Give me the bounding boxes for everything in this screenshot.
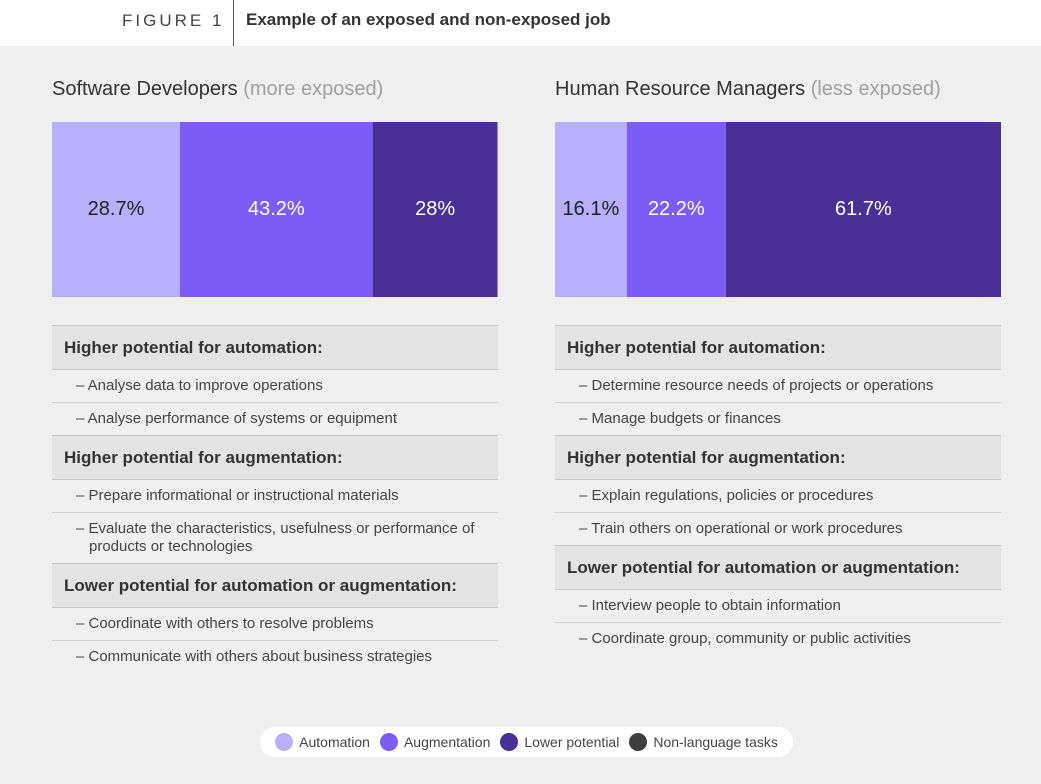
section: Higher potential for augmentation: – Expl… <box>555 435 1001 545</box>
section-heading: Higher potential for automation: <box>555 325 1001 370</box>
legend: Automation Augmentation Lower potential Non… <box>260 727 793 757</box>
section: Higher potential for augmentation: – Prep… <box>52 435 498 563</box>
bar-segment <box>555 122 627 297</box>
section-item: – Evaluate the characteristics, usefulne… <box>76 520 475 555</box>
panel: Human Resource Managers (less exposed) 16… <box>555 78 1001 647</box>
section: Lower potential for automation or augmen… <box>52 563 498 673</box>
legend-item: Automation <box>275 733 370 751</box>
section-item: – Prepare informational or instructional… <box>52 480 498 513</box>
section: Lower potential for automation or augmen… <box>555 545 1001 655</box>
section-heading: Higher potential for augmentation: <box>555 435 1001 480</box>
section: Higher potential for automation: – Analys… <box>52 325 498 435</box>
section-heading: Higher potential for augmentation: <box>52 435 498 480</box>
bar-segment <box>626 122 726 297</box>
separator <box>233 0 234 46</box>
legend-item: Lower potential <box>500 733 619 751</box>
section-item: – Analyse data to improve operations <box>52 370 498 403</box>
legend-swatch <box>275 733 294 751</box>
legend-label: Non-language tasks <box>653 734 778 750</box>
section-item: – Determine resource needs of projects o… <box>555 370 1001 403</box>
sections: Higher potential for automation: – Determ… <box>555 325 1001 655</box>
value-label: 61.7% <box>835 198 892 220</box>
legend-swatch <box>629 733 648 751</box>
header: FIGURE 1 Example of an exposed and non-e… <box>0 0 1041 46</box>
value-label: 16.1% <box>563 198 620 220</box>
figure-label: FIGURE 1 <box>122 11 225 30</box>
value-label: 22.2% <box>648 198 705 220</box>
bar-chart: 16.1% 22.2% 61.7% <box>555 122 1001 297</box>
panel: Software Developers (more exposed) 28.7% 4… <box>52 78 498 665</box>
chart-subtitle: (less exposed) <box>810 78 941 100</box>
chart-title: Software Developers <box>52 78 238 100</box>
value-label: 28.7% <box>88 198 145 220</box>
section-item: – Coordinate with others to resolve prob… <box>52 608 498 641</box>
legend-item: Non-language tasks <box>629 733 778 751</box>
value-label: 43.2% <box>248 198 305 220</box>
section-item: – Analyse performance of systems or equi… <box>76 410 397 427</box>
section-item: – Explain regulations, policies or proce… <box>555 480 1001 513</box>
chart-title-row: Human Resource Managers (less exposed) <box>555 78 1001 104</box>
legend-label: Lower potential <box>524 734 620 750</box>
section-item: – Train others on operational or work pr… <box>579 520 903 537</box>
section-item: – Communicate with others about business… <box>76 648 433 665</box>
value-label: 28% <box>415 198 455 220</box>
bar-segment <box>725 122 1001 297</box>
chart-title: Human Resource Managers <box>555 78 806 100</box>
section-heading: Lower potential for automation or augmen… <box>555 545 1001 590</box>
bar-segment <box>372 122 498 297</box>
legend-swatch <box>500 733 519 751</box>
bar-segment <box>180 122 373 297</box>
section-item: – Coordinate group, community or public … <box>579 630 911 647</box>
section-item: – Manage budgets or finances <box>579 410 781 427</box>
chart-subtitle: (more exposed) <box>243 78 384 100</box>
legend-label: Augmentation <box>403 734 491 750</box>
section-heading: Lower potential for automation or augmen… <box>52 563 498 608</box>
bar-segment <box>52 122 181 297</box>
chart-title-row: Software Developers (more exposed) <box>52 78 498 104</box>
legend-swatch <box>379 733 398 751</box>
legend-label: Automation <box>299 734 370 750</box>
section: Higher potential for automation: – Determ… <box>555 325 1001 435</box>
figure-title: Example of an exposed and non-exposed jo… <box>246 10 611 29</box>
sections: Higher potential for automation: – Analys… <box>52 325 498 673</box>
legend-item: Augmentation <box>379 733 491 751</box>
section-heading: Higher potential for automation: <box>52 325 498 370</box>
section-item: – Interview people to obtain information <box>555 590 1001 623</box>
bar-chart: 28.7% 43.2% 28% <box>52 122 498 297</box>
